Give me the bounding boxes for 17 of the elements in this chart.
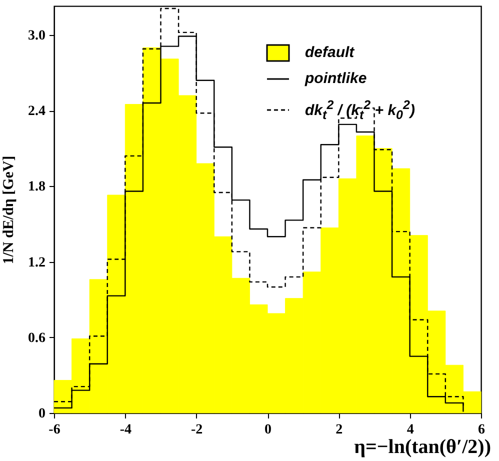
- x-tick-label: 0: [264, 422, 272, 438]
- x-tick-label: 6: [478, 422, 485, 438]
- x-tick-label: 4: [406, 422, 414, 438]
- y-tick-label: 2.4: [28, 104, 46, 120]
- x-axis-title: η=−ln(tan(θ′/2)): [354, 436, 491, 459]
- y-tick-label: 0.6: [28, 330, 46, 346]
- legend-label: default: [305, 43, 354, 63]
- y-tick-label: 1.8: [28, 180, 46, 195]
- y-axis-title: 1/N dE/dη [GeV]: [1, 156, 17, 264]
- x-tick-label: -4: [120, 422, 132, 438]
- y-tick-label: 3.0: [28, 28, 46, 44]
- y-tick-label: 0: [38, 406, 46, 422]
- x-tick-label: -6: [48, 422, 60, 438]
- x-tick-label: 2: [336, 422, 343, 438]
- y-tick-label: 1.2: [28, 255, 46, 270]
- x-tick-label: -2: [190, 422, 203, 438]
- legend-label: pointlike: [305, 69, 367, 89]
